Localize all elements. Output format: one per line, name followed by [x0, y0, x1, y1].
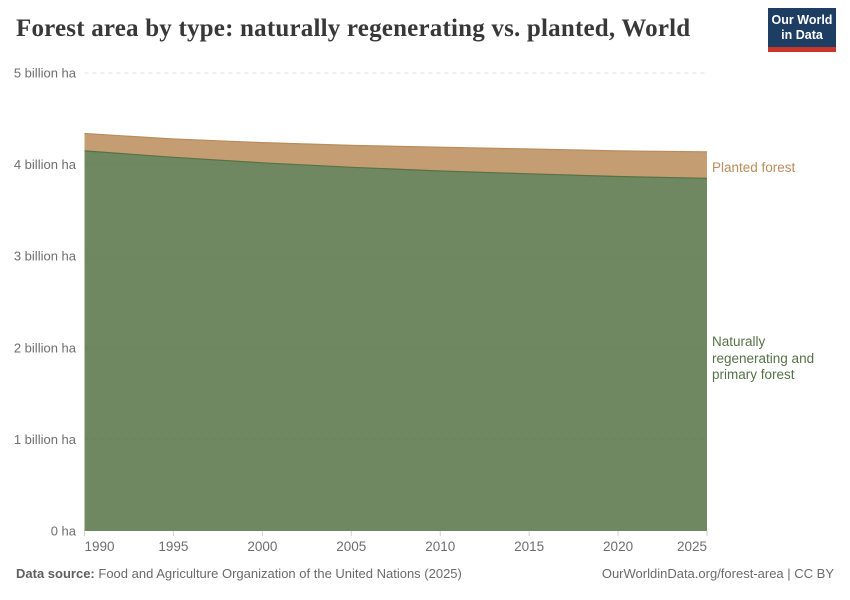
x-axis-tick-label: 2010: [425, 539, 455, 554]
y-axis-tick-label: 2 billion ha: [14, 340, 77, 355]
x-axis-tick-label: 2000: [247, 539, 277, 554]
footer: Data source: Food and Agriculture Organi…: [16, 566, 834, 581]
y-axis-tick-label: 3 billion ha: [14, 249, 77, 264]
line-planted-top: [84, 132, 708, 153]
series-label-naturally-regenerating: Naturally regenerating and primary fores…: [712, 334, 815, 382]
x-axis-tick-label: 2005: [336, 539, 366, 554]
owid-logo[interactable]: Our World in Data: [768, 8, 836, 52]
x-axis-tick-label: 1995: [158, 539, 188, 554]
page-title: Forest area by type: naturally regenerat…: [16, 15, 691, 42]
series-label-planted-forest: Planted forest: [712, 160, 796, 175]
x-axis-tick-label: 1990: [85, 539, 115, 554]
x-axis-tick-label: 2015: [514, 539, 544, 554]
data-source: Data source: Food and Agriculture Organi…: [16, 566, 462, 581]
y-axis-tick-label: 1 billion ha: [14, 432, 77, 447]
x-axis-tick-label: 2025: [677, 539, 707, 554]
y-axis-tick-label: 4 billion ha: [14, 157, 77, 172]
y-axis-tick-label: 0 ha: [51, 524, 77, 539]
x-axis-tick-label: 2020: [603, 539, 633, 554]
owid-logo-line1: Our World: [771, 12, 833, 27]
area-naturally-regenerating-forest[interactable]: [84, 150, 708, 531]
line-naturally-regenerating-top: [84, 150, 708, 179]
data-source-label: Data source:: [16, 566, 95, 581]
area-planted-forest[interactable]: [84, 133, 708, 179]
data-source-text: Food and Agriculture Organization of the…: [98, 566, 462, 581]
credit-link[interactable]: OurWorldinData.org/forest-area | CC BY: [601, 566, 834, 581]
y-axis-tick-label: 5 billion ha: [14, 66, 77, 81]
owid-logo-line2: in Data: [781, 27, 823, 42]
